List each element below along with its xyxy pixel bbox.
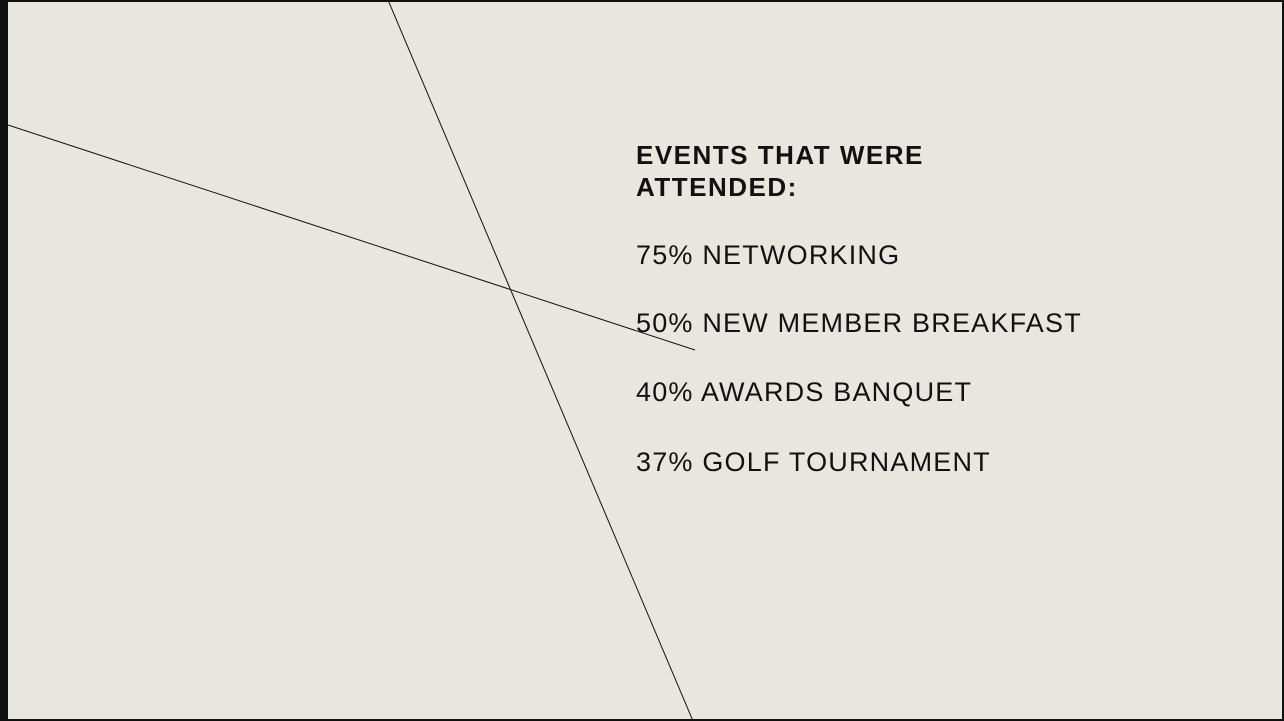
slide-title: EVENTS THAT WERE ATTENDED: — [636, 140, 924, 202]
decoration — [8, 2, 696, 719]
list-item: 50% NEW MEMBER BREAKFAST — [636, 308, 1082, 338]
list-item: 75% NETWORKING — [636, 240, 901, 270]
list-item: 40% AWARDS BANQUET — [636, 377, 973, 407]
diagonal-line — [8, 124, 696, 351]
diagonal-line — [388, 2, 693, 719]
list-item: 37% GOLF TOURNAMENT — [636, 447, 991, 477]
